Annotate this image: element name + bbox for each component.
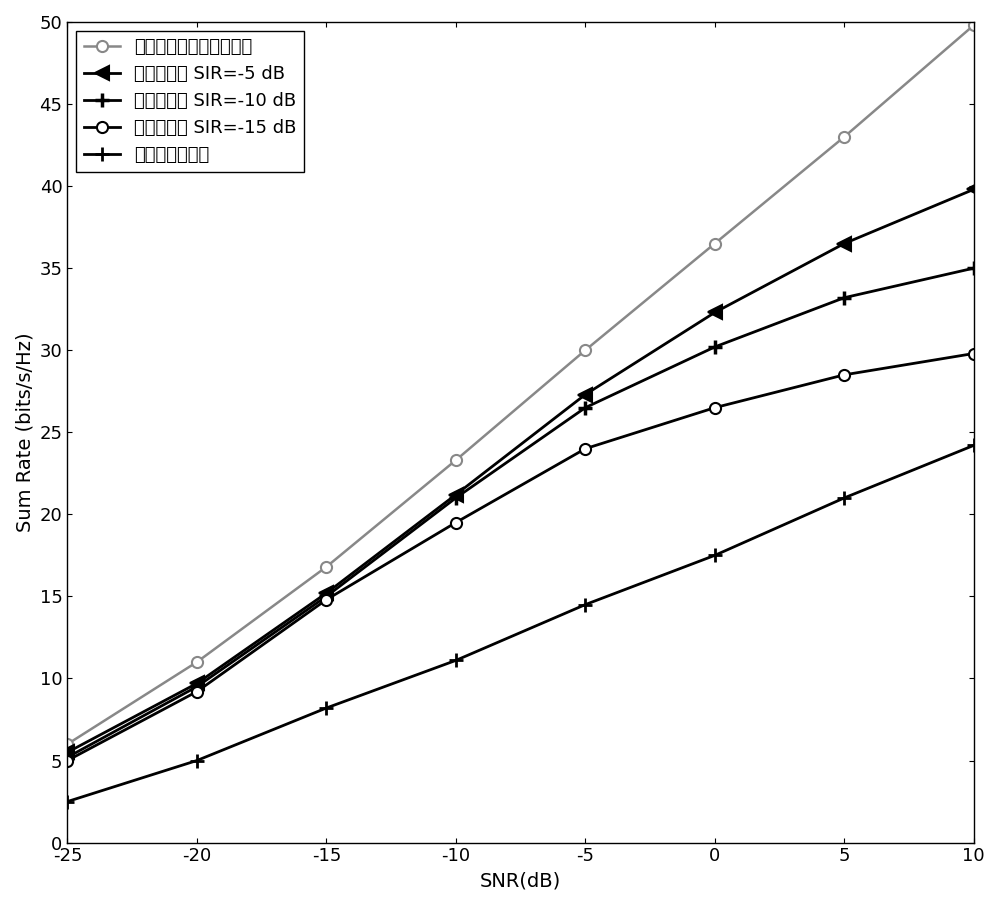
提出的设计 SIR=-15 dB bbox=[709, 402, 721, 413]
没有自干扰的全双工设计 bbox=[450, 454, 462, 465]
提出的设计 SIR=-15 dB bbox=[61, 755, 73, 766]
提出的设计 SIR=-15 dB bbox=[838, 369, 850, 380]
混合半双工设计 bbox=[61, 796, 73, 807]
提出的设计 SIR=-10 dB bbox=[191, 681, 203, 692]
提出的设计 SIR=-10 dB bbox=[838, 292, 850, 303]
Y-axis label: Sum Rate (bits/s/Hz): Sum Rate (bits/s/Hz) bbox=[15, 332, 34, 532]
混合半双工设计 bbox=[579, 599, 591, 610]
提出的设计 SIR=-15 dB bbox=[450, 517, 462, 528]
提出的设计 SIR=-10 dB bbox=[968, 262, 980, 273]
提出的设计 SIR=-10 dB bbox=[579, 402, 591, 413]
提出的设计 SIR=-5 dB bbox=[579, 389, 591, 400]
没有自干扰的全双工设计 bbox=[579, 345, 591, 356]
提出的设计 SIR=-5 dB bbox=[450, 490, 462, 500]
提出的设计 SIR=-5 dB bbox=[709, 307, 721, 318]
提出的设计 SIR=-15 dB bbox=[579, 443, 591, 454]
提出的设计 SIR=-5 dB bbox=[191, 678, 203, 689]
没有自干扰的全双工设计 bbox=[61, 738, 73, 749]
没有自干扰的全双工设计 bbox=[838, 131, 850, 142]
没有自干扰的全双工设计 bbox=[709, 238, 721, 249]
提出的设计 SIR=-5 dB bbox=[968, 184, 980, 195]
混合半双工设计 bbox=[968, 440, 980, 451]
没有自干扰的全双工设计 bbox=[191, 657, 203, 668]
提出的设计 SIR=-10 dB bbox=[450, 492, 462, 503]
Legend: 没有自干扰的全双工设计, 提出的设计 SIR=-5 dB, 提出的设计 SIR=-10 dB, 提出的设计 SIR=-15 dB, 混合半双工设计: 没有自干扰的全双工设计, 提出的设计 SIR=-5 dB, 提出的设计 SIR=… bbox=[76, 31, 304, 172]
提出的设计 SIR=-15 dB bbox=[968, 348, 980, 359]
提出的设计 SIR=-5 dB bbox=[838, 238, 850, 249]
提出的设计 SIR=-15 dB bbox=[191, 686, 203, 697]
Line: 提出的设计 SIR=-15 dB: 提出的设计 SIR=-15 dB bbox=[62, 348, 979, 766]
提出的设计 SIR=-15 dB bbox=[320, 595, 332, 605]
没有自干扰的全双工设计 bbox=[320, 561, 332, 572]
没有自干扰的全双工设计 bbox=[968, 20, 980, 31]
混合半双工设计 bbox=[709, 550, 721, 561]
混合半双工设计 bbox=[191, 755, 203, 766]
Line: 提出的设计 SIR=-5 dB: 提出的设计 SIR=-5 dB bbox=[60, 183, 981, 759]
Line: 混合半双工设计: 混合半双工设计 bbox=[60, 439, 981, 808]
提出的设计 SIR=-5 dB bbox=[61, 747, 73, 757]
提出的设计 SIR=-10 dB bbox=[709, 341, 721, 352]
Line: 提出的设计 SIR=-10 dB: 提出的设计 SIR=-10 dB bbox=[60, 262, 981, 764]
Line: 没有自干扰的全双工设计: 没有自干扰的全双工设计 bbox=[62, 20, 979, 749]
提出的设计 SIR=-10 dB bbox=[320, 591, 332, 602]
提出的设计 SIR=-10 dB bbox=[61, 752, 73, 763]
X-axis label: SNR(dB): SNR(dB) bbox=[480, 871, 561, 890]
混合半双工设计 bbox=[838, 492, 850, 503]
混合半双工设计 bbox=[450, 655, 462, 666]
混合半双工设计 bbox=[320, 702, 332, 713]
提出的设计 SIR=-5 dB bbox=[320, 587, 332, 598]
